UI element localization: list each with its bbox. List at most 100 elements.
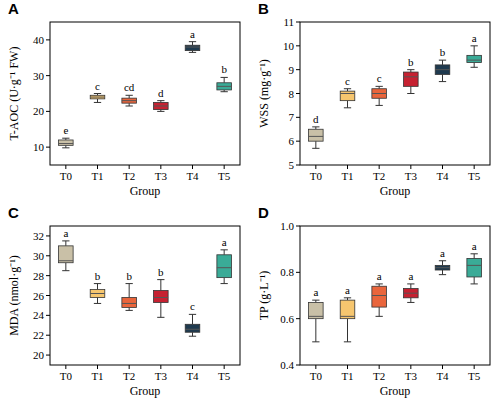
x-tick: [347, 165, 348, 169]
x-tick-label: T4: [436, 370, 449, 382]
box: [217, 83, 232, 90]
median: [217, 267, 232, 268]
whisker-cap-low: [376, 316, 383, 317]
x-tick-label: T2: [123, 170, 135, 182]
median: [309, 136, 324, 137]
box: [185, 45, 200, 50]
significance-letter: b: [440, 46, 446, 58]
x-tick-label: T1: [91, 170, 103, 182]
median: [309, 316, 324, 317]
y-tick-label: 7: [289, 111, 295, 123]
box: [372, 286, 387, 307]
whisker-high: [474, 46, 475, 56]
x-tick-label: T1: [91, 370, 103, 382]
y-axis-label: WSS (mg·g⁻¹): [257, 59, 271, 128]
whisker-cap-high: [471, 253, 478, 254]
x-tick: [379, 165, 380, 169]
box: [154, 102, 169, 109]
marks: [309, 254, 482, 342]
whisker-cap-low: [439, 81, 446, 82]
whisker-cap-high: [189, 314, 196, 315]
y-tick: [46, 235, 50, 236]
y-tick-label: 20: [33, 349, 45, 361]
whisker-cap-high: [407, 69, 414, 70]
y-tick-label: 40: [33, 34, 45, 46]
median: [122, 303, 137, 304]
whisker-low: [97, 99, 98, 103]
significance-letter: c: [377, 72, 382, 84]
panel-label: B: [258, 0, 269, 17]
whisker-cap-low: [471, 283, 478, 284]
significance-letter: d: [158, 87, 164, 99]
median: [372, 93, 387, 94]
whisker-high: [224, 77, 225, 82]
whisker-cap-high: [189, 41, 196, 42]
whisker-cap-high: [471, 45, 478, 46]
whisker-high: [442, 60, 443, 65]
significance-letter: a: [345, 284, 350, 296]
box: [122, 98, 137, 103]
whisker-cap-high: [126, 95, 133, 96]
y-tick: [296, 318, 300, 319]
significance-letter: d: [313, 113, 319, 125]
significance-letter: e: [63, 124, 68, 136]
significance-letter: a: [408, 270, 413, 282]
median: [154, 106, 169, 107]
whisker-low: [97, 297, 98, 303]
whisker-cap-low: [189, 336, 196, 337]
whisker-cap-high: [126, 283, 133, 284]
whisker-cap-high: [94, 283, 101, 284]
whisker-cap-high: [439, 60, 446, 61]
whisker-cap-low: [407, 302, 414, 303]
significance-letter: b: [408, 56, 414, 68]
median: [59, 260, 74, 261]
whisker-low: [379, 98, 380, 105]
whisker-low: [410, 298, 411, 303]
marks: [59, 42, 232, 148]
box: [340, 300, 355, 319]
x-tick-label: T0: [310, 370, 323, 382]
box: [309, 129, 324, 141]
plot-frame: [300, 226, 490, 365]
y-tick: [296, 141, 300, 142]
y-tick: [296, 69, 300, 70]
x-tick: [410, 165, 411, 169]
x-tick-label: T1: [341, 170, 353, 182]
y-tick: [46, 147, 50, 148]
whisker-low: [65, 263, 66, 271]
median: [122, 100, 137, 101]
whisker-cap-low: [157, 317, 164, 318]
whisker-cap-high: [439, 260, 446, 261]
whisker-low: [347, 101, 348, 108]
plot-frame: [300, 22, 490, 165]
whisker-cap-low: [157, 111, 164, 112]
whisker-high: [442, 261, 443, 266]
x-tick: [129, 365, 130, 369]
x-axis-label: Group: [130, 384, 161, 398]
y-tick: [296, 117, 300, 118]
whisker-cap-high: [94, 93, 101, 94]
x-tick-label: T3: [405, 370, 418, 382]
whisker-cap-low: [94, 303, 101, 304]
box: [59, 246, 74, 263]
median: [90, 293, 105, 294]
median: [59, 143, 74, 144]
y-tick-label: 10: [33, 141, 45, 153]
y-tick-label: 26: [33, 290, 45, 302]
y-tick: [46, 295, 50, 296]
x-tick: [379, 365, 380, 369]
y-tick: [296, 93, 300, 94]
whisker-cap-high: [376, 283, 383, 284]
x-tick: [97, 165, 98, 169]
median: [467, 265, 482, 266]
x-tick-label: T5: [468, 370, 481, 382]
box: [467, 55, 482, 62]
whisker-cap-high: [157, 100, 164, 101]
whisker-cap-low: [94, 102, 101, 103]
y-tick-label: 30: [33, 70, 45, 82]
whisker-cap-low: [312, 341, 319, 342]
x-tick-label: T4: [186, 370, 199, 382]
whisker-high: [474, 254, 475, 259]
y-tick-label: 30: [33, 250, 45, 262]
box: [435, 265, 450, 270]
